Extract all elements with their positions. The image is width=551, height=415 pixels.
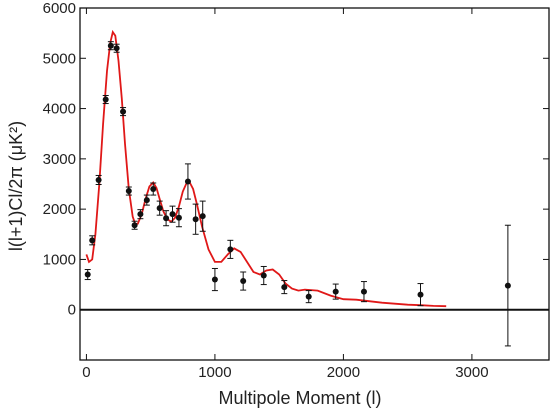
data-point bbox=[260, 272, 267, 279]
data-point bbox=[107, 42, 114, 49]
y-tick-label: 2000 bbox=[43, 201, 76, 218]
data-point bbox=[169, 211, 176, 218]
data-points bbox=[84, 41, 511, 347]
x-axis-label: Multipole Moment (l) bbox=[218, 388, 381, 408]
data-point bbox=[125, 188, 132, 195]
x-ticks: 0 1000 2000 3000 bbox=[82, 8, 489, 381]
data-point bbox=[102, 96, 109, 103]
data-point bbox=[184, 178, 191, 185]
data-point bbox=[199, 213, 206, 220]
data-point bbox=[192, 216, 199, 223]
data-point bbox=[332, 288, 339, 295]
model-curve bbox=[85, 29, 447, 308]
data-point bbox=[156, 205, 163, 212]
data-point bbox=[417, 291, 424, 298]
data-point bbox=[504, 282, 511, 289]
data-point bbox=[120, 108, 127, 115]
data-point bbox=[113, 45, 120, 52]
y-tick-label: 3000 bbox=[43, 151, 76, 168]
data-point bbox=[211, 276, 218, 283]
data-point bbox=[175, 214, 182, 221]
x-tick-label: 2000 bbox=[327, 364, 360, 381]
data-point bbox=[150, 186, 157, 193]
data-point bbox=[143, 197, 150, 204]
y-tick-label: 1000 bbox=[43, 251, 76, 268]
data-point bbox=[281, 284, 288, 291]
y-tick-label: 6000 bbox=[43, 0, 76, 17]
y-tick-label: 0 bbox=[68, 302, 76, 319]
data-point bbox=[305, 293, 312, 300]
data-point bbox=[95, 176, 102, 183]
x-tick-label: 0 bbox=[82, 364, 90, 381]
data-point bbox=[137, 211, 144, 218]
y-axis-label: l(l+1)Cl/2π (μK²) bbox=[6, 121, 26, 251]
data-point bbox=[89, 237, 96, 244]
data-point bbox=[227, 246, 234, 253]
data-point bbox=[163, 215, 170, 222]
y-ticks: 0 1000 2000 3000 4000 5000 6000 bbox=[43, 0, 549, 319]
data-point bbox=[360, 288, 367, 295]
y-tick-label: 5000 bbox=[43, 50, 76, 67]
data-point bbox=[240, 278, 247, 285]
y-tick-label: 4000 bbox=[43, 101, 76, 118]
data-point bbox=[131, 222, 138, 229]
plot-frame bbox=[79, 7, 550, 361]
x-tick-label: 3000 bbox=[455, 364, 488, 381]
data-point bbox=[84, 271, 91, 278]
x-tick-label: 1000 bbox=[198, 364, 231, 381]
